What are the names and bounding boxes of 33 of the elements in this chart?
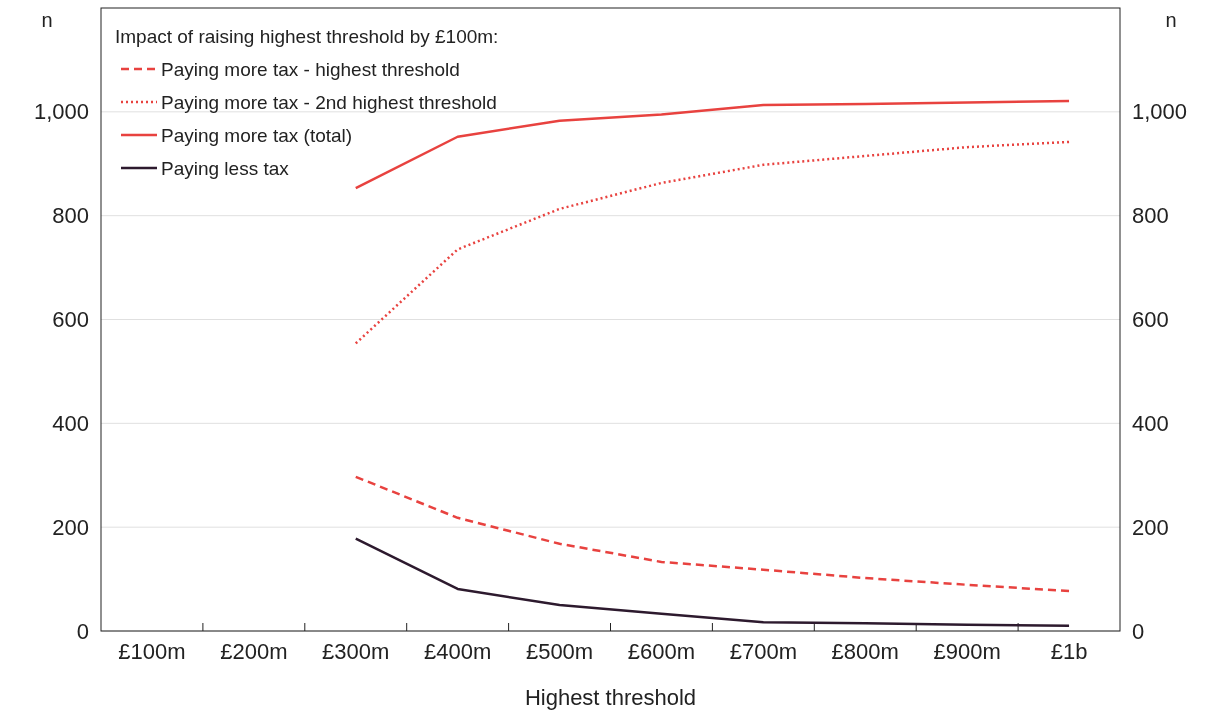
y2-tick-label: 0: [1132, 618, 1145, 644]
x-axis-title: Highest threshold: [524, 685, 697, 710]
y-tick-label: 600: [52, 307, 89, 333]
x-tick-label: £400m: [424, 638, 492, 664]
y2-tick-label: 200: [1132, 514, 1169, 540]
line-series: [354, 475, 1071, 593]
x-tick-label: £1b: [1050, 638, 1088, 664]
legend-label: Paying more tax - highest threshold: [161, 59, 460, 80]
y2-tick-label: 400: [1132, 410, 1169, 436]
x-tick-label: £100m: [118, 638, 186, 664]
y2-tick-label: 1,000: [1132, 99, 1188, 125]
line-series: [354, 140, 1071, 345]
y-tick-label: 400: [52, 410, 89, 436]
y2-tick-label: 600: [1132, 307, 1169, 333]
y-axis-title: n: [41, 9, 53, 31]
x-tick-label: £700m: [729, 638, 797, 664]
x-tick-label: £800m: [831, 638, 899, 664]
y-tick-label: 1,000: [33, 99, 89, 125]
legend-label: Paying less tax: [161, 158, 290, 179]
x-tick-label: £300m: [322, 638, 390, 664]
x-tick-label: £200m: [220, 638, 288, 664]
legend-label: Paying more tax - 2nd highest threshold: [161, 92, 497, 113]
y2-axis-title: n: [1165, 9, 1177, 31]
x-tick-label: £500m: [525, 638, 594, 664]
legend-title: Impact of raising highest threshold by £100m:: [115, 26, 499, 47]
y2-tick-label: 800: [1132, 203, 1169, 229]
legend-label: Paying more tax (total): [161, 125, 353, 146]
y-tick-label: 0: [76, 618, 89, 644]
x-tick-label: £600m: [627, 638, 696, 664]
x-tick-label: £900m: [933, 638, 1001, 664]
line-series: [354, 537, 1071, 628]
y-tick-label: 800: [52, 203, 89, 229]
y-tick-label: 200: [52, 514, 89, 540]
